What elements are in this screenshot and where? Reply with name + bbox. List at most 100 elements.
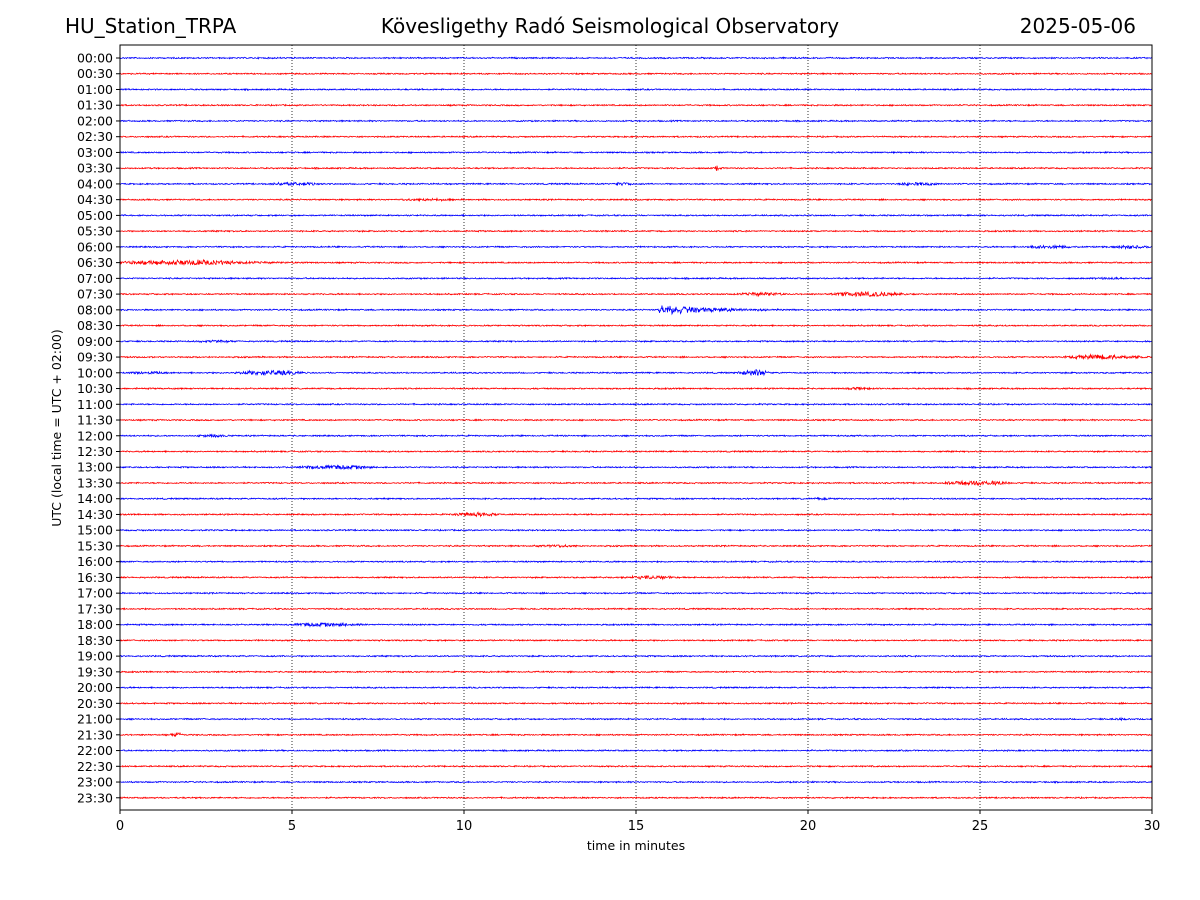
y-tick-label-1230: 12:30	[77, 444, 113, 459]
y-tick-label-0700: 07:00	[77, 271, 113, 286]
y-tick-label-0000: 00:00	[77, 51, 113, 66]
trace-2230	[119, 764, 1153, 768]
y-tick-label-1130: 11:30	[77, 413, 113, 428]
trace-0100	[119, 87, 1153, 92]
y-tick-label-1530: 15:30	[77, 538, 113, 553]
trace-1500	[119, 528, 1153, 532]
y-tick-label-1600: 16:00	[77, 554, 113, 569]
y-tick-label-1900: 19:00	[77, 649, 113, 664]
y-tick-label-0530: 05:30	[77, 224, 113, 239]
trace-0930	[119, 353, 1153, 361]
trace-2330	[119, 795, 1153, 800]
y-tick-label-1700: 17:00	[77, 586, 113, 601]
trace-2300	[120, 780, 1153, 784]
trace-0030	[119, 72, 1153, 76]
y-tick-label-0630: 06:30	[77, 255, 113, 270]
y-tick-label-0800: 08:00	[77, 302, 113, 317]
y-tick-label-1930: 19:30	[77, 664, 113, 679]
y-tick-label-1330: 13:30	[77, 475, 113, 490]
y-tick-label-0330: 03:30	[77, 161, 113, 176]
y-tick-label-0100: 01:00	[77, 82, 113, 97]
y-tick-label-2300: 23:00	[77, 775, 113, 790]
trace-1000	[119, 369, 1153, 377]
x-tick-label: 25	[972, 819, 989, 834]
y-tick-label-1500: 15:00	[77, 523, 113, 538]
y-tick-label-0730: 07:30	[77, 287, 113, 302]
y-tick-label-1430: 14:30	[77, 507, 113, 522]
x-tick-label: 15	[628, 819, 645, 834]
y-tick-label-2200: 22:00	[77, 743, 113, 758]
y-axis: 00:0000:3001:0001:3002:0002:3003:0003:30…	[77, 51, 120, 805]
y-tick-label-1400: 14:00	[77, 491, 113, 506]
trace-1430	[119, 511, 1153, 518]
trace-1230	[119, 449, 1153, 454]
x-tick-label: 20	[800, 819, 817, 834]
trace-1600	[119, 559, 1153, 564]
y-tick-label-1030: 10:30	[77, 381, 113, 396]
trace-0500	[119, 213, 1153, 218]
trace-1800	[119, 621, 1153, 628]
y-axis-label: UTC (local time = UTC + 02:00)	[49, 329, 64, 527]
trace-2100	[119, 716, 1153, 722]
x-axis: 0 5 10 15 20 25 30	[116, 810, 1160, 834]
trace-1130	[119, 418, 1153, 422]
station-label: HU_Station_TRPA	[65, 14, 237, 38]
trace-0730	[119, 290, 1153, 298]
y-tick-label-2100: 21:00	[77, 712, 113, 727]
x-tick-label: 30	[1144, 819, 1161, 834]
trace-1530	[119, 543, 1153, 549]
trace-2200	[119, 748, 1153, 753]
trace-0700	[119, 276, 1153, 281]
trace-1100	[119, 402, 1153, 406]
y-tick-label-0900: 09:00	[77, 334, 113, 349]
y-tick-label-0230: 02:30	[77, 129, 113, 144]
trace-1630	[119, 574, 1153, 581]
y-tick-label-1100: 11:00	[77, 397, 113, 412]
trace-0000	[119, 56, 1153, 60]
trace-1900	[119, 654, 1153, 658]
y-tick-label-0030: 00:30	[77, 66, 113, 81]
trace-0200	[119, 119, 1153, 123]
y-tick-label-0930: 09:30	[77, 350, 113, 365]
trace-0900	[119, 339, 1153, 344]
trace-0330	[119, 165, 1153, 172]
trace-1030	[119, 386, 1153, 391]
y-tick-label-0430: 04:30	[77, 192, 113, 207]
trace-1300	[119, 464, 1153, 471]
trace-1400	[119, 496, 1153, 501]
y-tick-label-0400: 04:00	[77, 176, 113, 191]
trace-0430	[119, 196, 1153, 203]
trace-0630	[119, 258, 1153, 266]
grid-lines	[291, 45, 981, 810]
trace-0130	[119, 103, 1153, 107]
y-tick-label-0130: 01:30	[77, 98, 113, 113]
y-tick-label-1800: 18:00	[77, 617, 113, 632]
y-tick-label-1730: 17:30	[77, 601, 113, 616]
chart-title: Kövesligethy Radó Seismological Observat…	[380, 14, 840, 38]
trace-0230	[119, 134, 1153, 139]
date-label: 2025-05-06	[1019, 14, 1136, 38]
trace-0400	[119, 181, 1153, 187]
trace-0600	[119, 244, 1153, 251]
y-tick-label-2230: 22:30	[77, 759, 113, 774]
trace-0300	[119, 150, 1153, 155]
y-tick-label-2000: 20:00	[77, 680, 113, 695]
trace-2130	[119, 731, 1153, 738]
x-tick-label: 10	[456, 819, 473, 834]
y-tick-label-0200: 02:00	[77, 113, 113, 128]
x-tick-label: 5	[288, 819, 296, 834]
x-axis-label: time in minutes	[587, 838, 685, 853]
x-tick-label: 0	[116, 819, 124, 834]
y-tick-label-1830: 18:30	[77, 633, 113, 648]
y-tick-label-2030: 20:30	[77, 696, 113, 711]
trace-1330	[119, 479, 1153, 487]
y-tick-label-1000: 10:00	[77, 365, 113, 380]
trace-1730	[119, 607, 1153, 611]
trace-1200	[119, 433, 1153, 439]
trace-0800	[119, 305, 1153, 316]
y-tick-label-2130: 21:30	[77, 727, 113, 742]
trace-1930	[119, 670, 1152, 674]
y-tick-label-0600: 06:00	[77, 239, 113, 254]
trace-2030	[119, 701, 1153, 706]
